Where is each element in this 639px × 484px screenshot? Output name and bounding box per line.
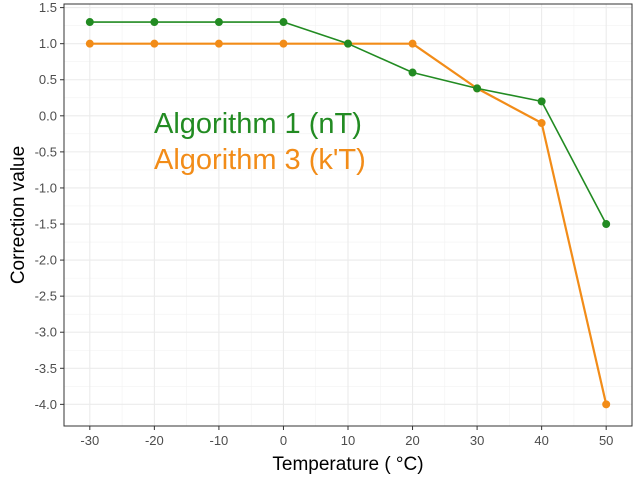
y-tick-label: 1.0 [39,36,57,51]
data-point [85,39,94,48]
data-point [408,39,417,48]
annotation-algorithm-3: Algorithm 3 (k'T) [154,144,366,176]
y-tick-label: -1.0 [35,180,57,195]
y-tick-label: 0.5 [39,72,57,87]
data-point [473,84,482,93]
data-point [279,39,288,48]
x-tick-label: 50 [599,433,613,448]
data-point [150,39,159,48]
x-tick-label: 20 [405,433,419,448]
y-tick-label: -4.0 [35,397,57,412]
y-tick-label: -1.5 [35,217,57,232]
data-point [214,39,223,48]
data-point [537,97,546,106]
data-point [537,119,546,128]
x-tick-label: -20 [145,433,164,448]
y-tick-label: 0.0 [39,108,57,123]
x-tick-label: 30 [470,433,484,448]
annotation-algorithm-1: Algorithm 1 (nT) [154,108,362,140]
data-point [602,220,611,229]
data-point [602,400,611,409]
y-axis-title: Correction value [8,146,29,284]
data-point [408,68,417,77]
x-tick-label: 40 [534,433,548,448]
data-point [344,39,352,48]
data-point [85,18,94,27]
y-tick-label: -2.0 [35,253,57,268]
x-tick-label: 0 [280,433,287,448]
grid [64,4,632,426]
y-tick-label: -3.5 [35,361,57,376]
data-point [214,18,223,27]
x-tick-label: -30 [80,433,99,448]
x-tick-label: -10 [210,433,229,448]
axes: -30 -20 -10 0 10 20 30 40 50 1.5 1.0 0.5 0.0 -0.5 -1.0… [35,0,614,448]
y-tick-label: -0.5 [35,144,57,159]
data-point [279,18,288,27]
data-point [150,18,159,27]
x-axis-title: Temperature ( °C) [272,454,423,475]
y-tick-label: -3.0 [35,325,57,340]
x-tick-label: 10 [341,433,355,448]
y-tick-label: -2.5 [35,289,57,304]
series-1 [85,18,611,229]
y-tick-label: 1.5 [39,0,57,15]
series-layer [85,18,611,409]
